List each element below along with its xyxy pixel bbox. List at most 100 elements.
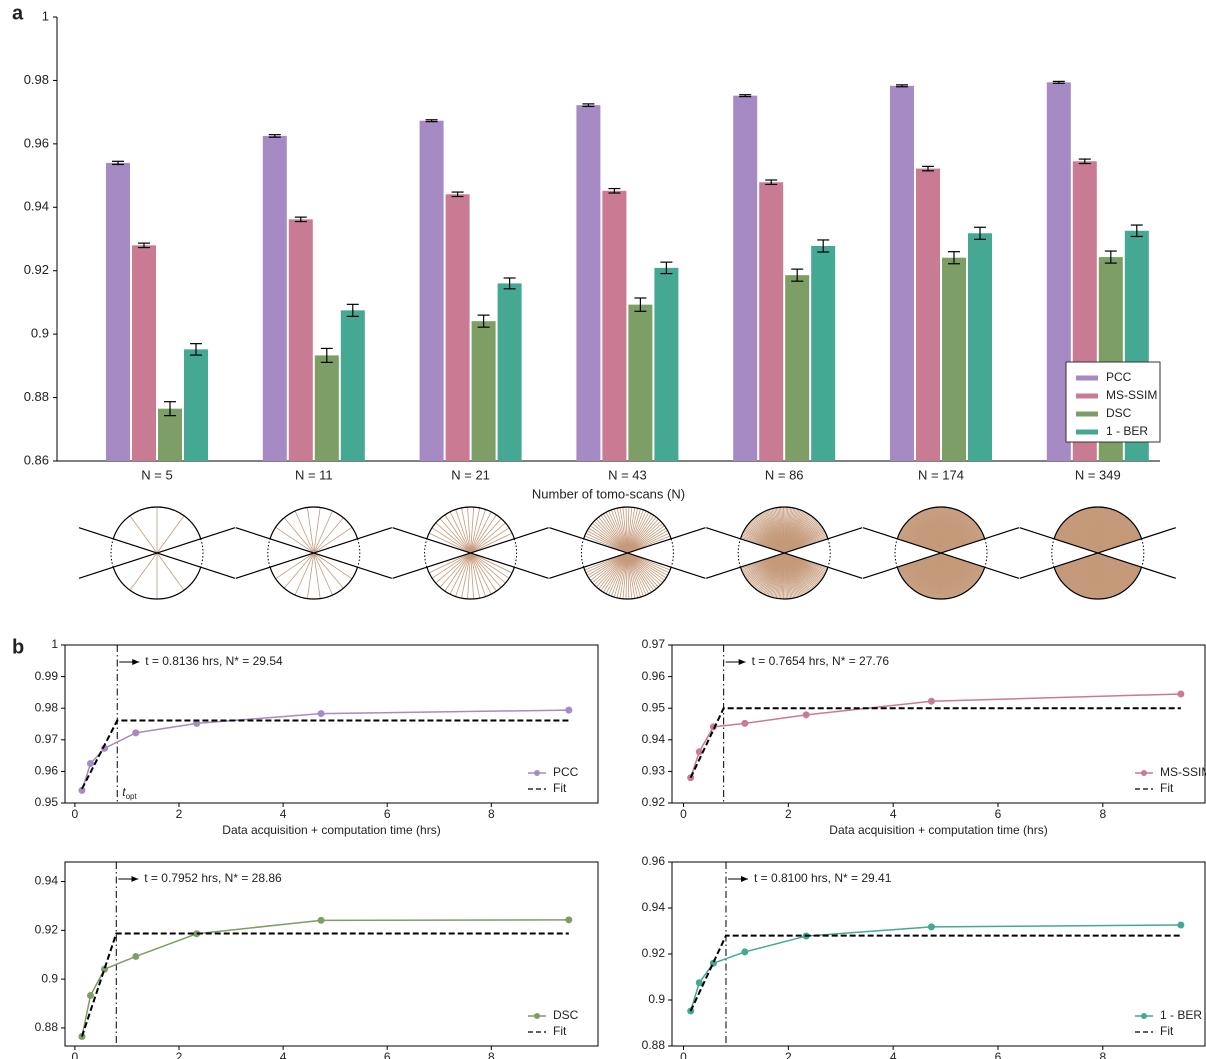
plot-frame — [65, 645, 598, 803]
y-tick-label: 0.96 — [35, 764, 59, 778]
bar — [576, 105, 600, 461]
x-tick-label: 2 — [785, 807, 792, 821]
x-tick-label: N = 11 — [295, 467, 333, 482]
circle-arc-missing — [514, 539, 516, 567]
bar — [602, 191, 626, 461]
x-tick-label: 8 — [488, 1050, 495, 1059]
y-tick-label: 0.95 — [35, 795, 59, 809]
data-point — [318, 917, 325, 924]
panel-label: a — [12, 2, 24, 24]
y-tick-label: 0.9 — [41, 971, 58, 985]
circle-arc — [427, 567, 514, 599]
legend-marker — [1141, 770, 1147, 776]
vline-label: topt — [122, 785, 137, 801]
bar — [315, 355, 339, 461]
circle-arc-missing — [828, 539, 830, 567]
circle-arc — [584, 567, 671, 599]
bar — [420, 121, 444, 461]
sampling-diagram — [393, 507, 549, 599]
y-tick-label: 0.98 — [35, 700, 59, 714]
bar — [785, 275, 809, 461]
y-tick-label: 0.94 — [24, 199, 49, 214]
circle-arc — [270, 507, 357, 539]
bar — [498, 283, 522, 461]
y-tick-label: 0.96 — [642, 854, 666, 868]
x-tick-label: 4 — [280, 1050, 287, 1059]
annotation: t = 0.8100 hrs, N* = 29.41 — [754, 871, 892, 885]
bar — [132, 245, 156, 461]
sampling-diagram — [79, 507, 235, 599]
data-point — [132, 953, 139, 960]
legend-marker — [1141, 1013, 1147, 1019]
data-point — [565, 707, 572, 714]
x-tick-label: N = 43 — [608, 467, 647, 482]
legend-label: 1 - BER — [1160, 1008, 1202, 1022]
legend-label: MS-SSIM — [1106, 388, 1157, 402]
circle-arc — [270, 567, 357, 599]
x-tick-label: 0 — [72, 1050, 79, 1059]
y-tick-label: 1 — [42, 8, 49, 23]
x-tick-label: 8 — [1099, 1050, 1106, 1059]
plot-frame — [65, 862, 598, 1046]
data-point — [1177, 690, 1184, 697]
circle-arc-missing — [358, 539, 360, 567]
data-line — [82, 710, 569, 790]
x-tick-label: 0 — [72, 807, 79, 821]
bar — [733, 96, 757, 461]
y-tick-label: 0.97 — [35, 732, 59, 746]
circle-arc-missing — [738, 539, 740, 567]
y-tick-label: 0.92 — [642, 946, 666, 960]
legend-label: Fit — [553, 781, 567, 795]
y-tick-label: 0.94 — [35, 874, 59, 888]
circle-arc-missing — [1052, 539, 1054, 567]
x-tick-label: 0 — [680, 1050, 687, 1059]
x-tick-label: 0 — [680, 807, 687, 821]
legend-marker — [534, 770, 540, 776]
figure: a0.860.880.90.920.940.960.981N = 5N = 11… — [0, 0, 1206, 1059]
bar — [158, 409, 182, 461]
y-tick-label: 0.94 — [642, 900, 666, 914]
circle-arc-missing — [895, 539, 897, 567]
circle-arc — [584, 507, 671, 539]
bar — [916, 169, 940, 461]
circle-arc-missing — [111, 539, 113, 567]
y-tick-label: 0.99 — [35, 669, 59, 683]
x-axis-label: Data acquisition + computation time (hrs… — [222, 823, 440, 837]
x-tick-label: 2 — [785, 1050, 792, 1059]
sampling-diagram — [549, 507, 705, 599]
data-point — [87, 992, 94, 999]
x-tick-label: 4 — [280, 807, 287, 821]
bar — [759, 182, 783, 461]
fit-line — [691, 708, 1181, 778]
y-tick-label: 0.9 — [648, 992, 665, 1006]
circle-arc-missing — [1142, 539, 1144, 567]
circle-arc — [427, 507, 514, 539]
legend-label: Fit — [1160, 781, 1174, 795]
x-tick-label: N = 349 — [1075, 467, 1121, 482]
data-point — [132, 729, 139, 736]
y-tick-label: 0.94 — [642, 732, 666, 746]
x-tick-label: 6 — [995, 1050, 1002, 1059]
y-tick-label: 0.98 — [24, 72, 49, 87]
data-point — [928, 923, 935, 930]
data-point — [87, 760, 94, 767]
bar — [811, 246, 835, 461]
x-tick-label: 2 — [176, 807, 183, 821]
y-tick-label: 0.88 — [35, 1020, 59, 1034]
legend-label: Fit — [553, 1024, 567, 1038]
data-point — [803, 711, 810, 718]
x-tick-label: 8 — [488, 807, 495, 821]
data-line — [82, 920, 569, 1037]
y-tick-label: 0.95 — [642, 700, 666, 714]
bar — [890, 86, 914, 461]
bar — [942, 258, 966, 461]
sampling-diagram — [1020, 507, 1176, 599]
x-tick-label: 4 — [890, 1050, 897, 1059]
y-tick-label: 0.93 — [642, 764, 666, 778]
y-tick-label: 0.92 — [642, 795, 666, 809]
bar — [263, 136, 287, 461]
circle-arc-missing — [268, 539, 270, 567]
bar — [628, 305, 652, 461]
x-tick-label: N = 21 — [451, 467, 490, 482]
bar — [184, 349, 208, 461]
